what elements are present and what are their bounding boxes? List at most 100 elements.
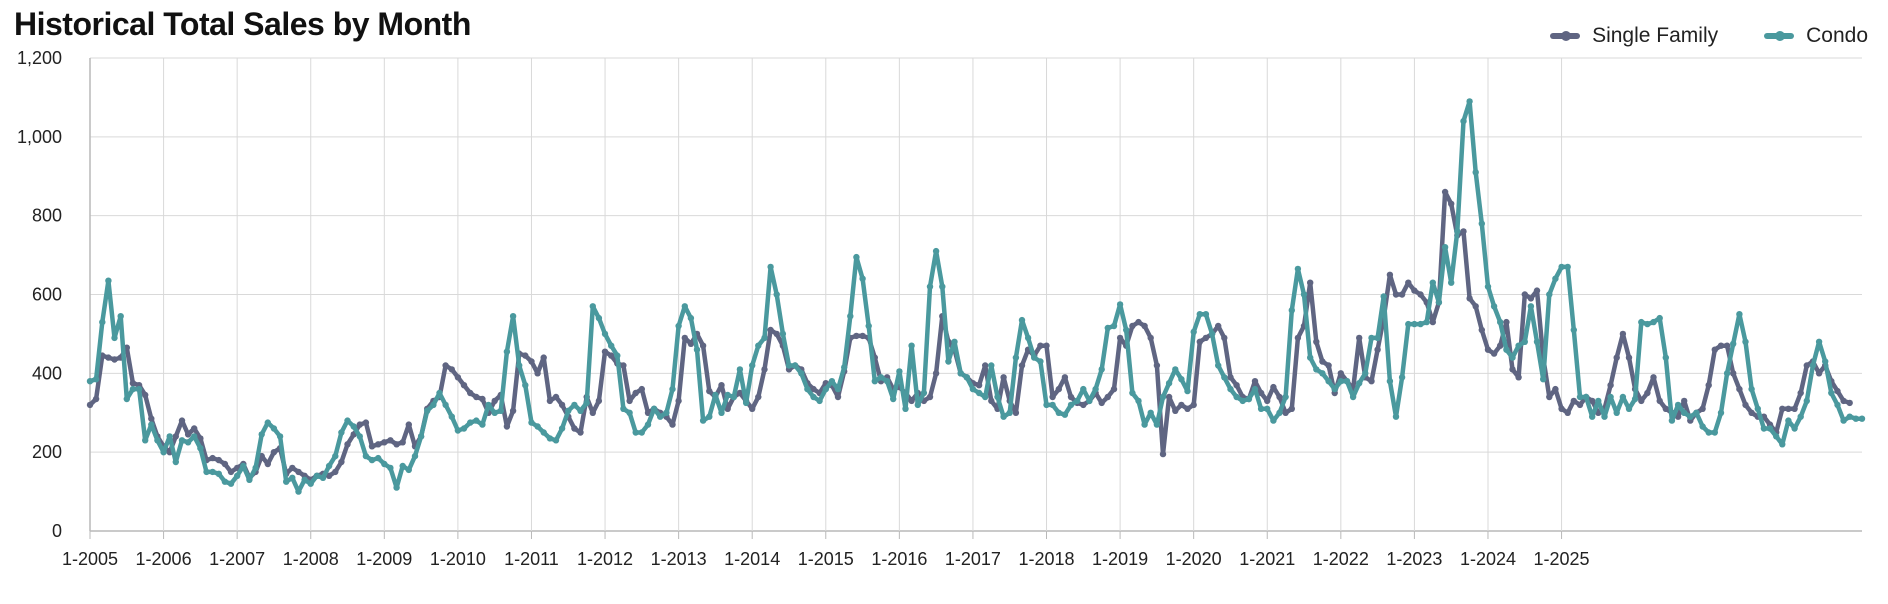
data-point-condo bbox=[166, 433, 173, 440]
data-point-single-family bbox=[1527, 295, 1535, 302]
data-point-condo bbox=[221, 478, 229, 485]
data-point-single-family bbox=[687, 340, 695, 347]
data-point-condo bbox=[1380, 293, 1387, 300]
data-point-condo bbox=[497, 407, 504, 414]
data-point-condo bbox=[834, 385, 842, 393]
data-point-condo bbox=[295, 488, 302, 495]
data-point-condo bbox=[693, 346, 701, 353]
data-point-single-family bbox=[1411, 287, 1418, 294]
data-point-condo bbox=[1024, 334, 1032, 342]
data-point-condo bbox=[1748, 385, 1755, 393]
data-point-condo bbox=[1362, 370, 1369, 377]
data-point-condo bbox=[1699, 423, 1706, 430]
data-point-condo bbox=[945, 358, 952, 365]
data-point-single-family bbox=[148, 415, 155, 422]
data-point-single-family bbox=[1515, 374, 1522, 381]
data-point-single-family bbox=[1319, 358, 1326, 365]
data-point-single-family bbox=[503, 423, 511, 430]
data-point-condo bbox=[148, 421, 155, 428]
data-point-condo bbox=[1337, 378, 1345, 385]
data-point-single-family bbox=[1656, 397, 1663, 405]
legend-label-condo: Condo bbox=[1806, 24, 1868, 47]
data-point-single-family bbox=[387, 437, 394, 444]
data-point-single-family bbox=[982, 362, 989, 369]
data-point-single-family bbox=[1215, 322, 1222, 330]
data-point-condo bbox=[1558, 263, 1565, 271]
data-point-single-family bbox=[92, 395, 100, 403]
chart-legend: Single Family Condo bbox=[1550, 24, 1868, 48]
data-point-single-family bbox=[460, 382, 468, 389]
data-point-condo bbox=[614, 352, 621, 359]
data-point-condo bbox=[1509, 354, 1516, 361]
x-tick-label: 1-2010 bbox=[430, 549, 486, 569]
data-point-condo bbox=[908, 342, 915, 349]
data-point-single-family bbox=[1490, 350, 1498, 357]
data-point-condo bbox=[994, 393, 1001, 401]
data-point-single-family bbox=[1012, 409, 1020, 416]
y-tick-label: 200 bbox=[32, 442, 62, 462]
data-point-condo bbox=[1374, 334, 1381, 342]
data-point-condo bbox=[270, 425, 278, 432]
data-point-condo bbox=[460, 425, 468, 432]
data-point-single-family bbox=[1392, 291, 1400, 298]
data-point-condo bbox=[172, 458, 179, 466]
data-point-condo bbox=[632, 429, 639, 436]
data-point-single-family bbox=[540, 354, 547, 361]
data-point-condo bbox=[1135, 397, 1142, 405]
data-point-single-family bbox=[368, 443, 376, 450]
data-point-single-family bbox=[675, 397, 682, 405]
data-point-single-family bbox=[1037, 342, 1044, 349]
data-point-condo bbox=[718, 409, 725, 416]
data-point-condo bbox=[1386, 378, 1394, 385]
data-point-single-family bbox=[1834, 387, 1841, 395]
data-point-condo bbox=[1687, 413, 1694, 420]
data-point-condo bbox=[681, 303, 688, 310]
data-point-condo bbox=[142, 437, 149, 444]
data-point-condo bbox=[841, 364, 848, 371]
data-point-single-family bbox=[1625, 354, 1633, 361]
data-point-single-family bbox=[1141, 322, 1148, 330]
data-point-condo bbox=[1031, 354, 1038, 361]
data-point-condo bbox=[1681, 409, 1688, 416]
data-point-condo bbox=[430, 401, 437, 409]
data-point-condo bbox=[730, 393, 737, 401]
data-point-condo bbox=[1760, 425, 1768, 432]
data-point-condo bbox=[939, 283, 946, 290]
data-point-single-family bbox=[1368, 378, 1375, 385]
data-point-single-family bbox=[632, 389, 639, 397]
data-point-single-family bbox=[1681, 397, 1688, 405]
data-point-condo bbox=[375, 454, 382, 462]
data-point-condo bbox=[362, 452, 370, 460]
data-point-condo bbox=[1184, 387, 1191, 395]
x-tick-label: 1-2007 bbox=[209, 549, 265, 569]
data-point-condo bbox=[1196, 311, 1204, 318]
data-point-single-family bbox=[1067, 393, 1075, 401]
data-point-condo bbox=[1165, 380, 1173, 387]
data-point-condo bbox=[1552, 275, 1559, 282]
x-tick-label: 1-2008 bbox=[283, 549, 339, 569]
data-point-condo bbox=[301, 476, 308, 483]
data-point-condo bbox=[1300, 291, 1308, 298]
data-point-single-family bbox=[1650, 374, 1657, 381]
data-point-condo bbox=[736, 366, 744, 373]
data-point-single-family bbox=[1791, 405, 1798, 412]
data-point-single-family bbox=[1576, 401, 1584, 409]
x-tick-label: 1-2025 bbox=[1534, 549, 1590, 569]
data-point-condo bbox=[1852, 415, 1860, 422]
data-point-condo bbox=[816, 397, 823, 405]
data-point-single-family bbox=[1165, 393, 1173, 401]
legend-item-single-family: Single Family bbox=[1550, 24, 1718, 48]
data-point-condo bbox=[332, 452, 339, 460]
data-point-condo bbox=[1779, 441, 1786, 448]
data-point-condo bbox=[975, 389, 983, 397]
data-point-single-family bbox=[1484, 346, 1492, 353]
data-point-condo bbox=[448, 413, 455, 420]
data-point-condo bbox=[105, 277, 112, 284]
data-point-condo bbox=[1736, 311, 1743, 318]
data-point-single-family bbox=[1736, 385, 1743, 393]
data-point-single-family bbox=[1147, 334, 1154, 342]
data-point-single-family bbox=[1098, 399, 1105, 407]
data-point-single-family bbox=[295, 468, 302, 476]
data-point-condo bbox=[1650, 318, 1657, 326]
data-point-single-family bbox=[1533, 287, 1541, 294]
